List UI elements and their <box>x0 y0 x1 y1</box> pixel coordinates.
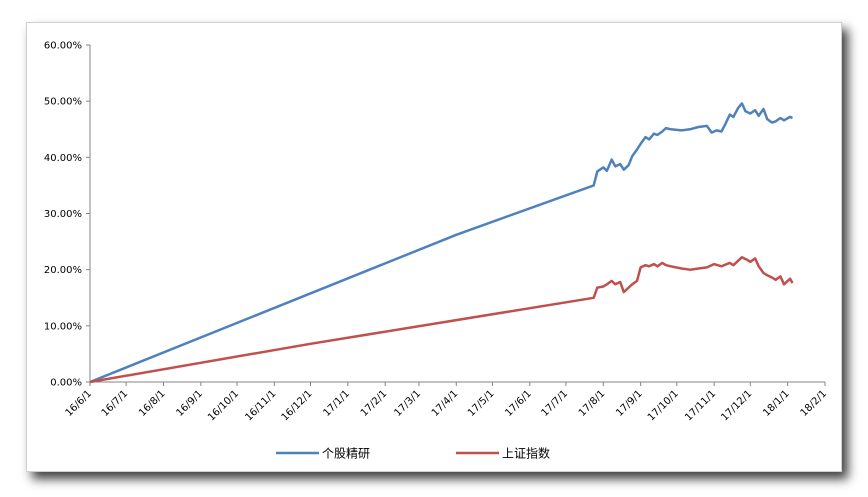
x-tick-label: 16/6/1 <box>64 388 95 419</box>
x-tick-label: 17/2/1 <box>359 388 390 419</box>
y-tick-label: 20.00% <box>44 265 82 276</box>
y-tick-label: 40.00% <box>44 153 82 164</box>
x-tick-label: 16/11/1 <box>243 388 278 423</box>
x-tick-label: 16/7/1 <box>100 388 131 419</box>
series-line-1 <box>89 102 794 384</box>
legend-label-1: 个股精研 <box>322 447 370 461</box>
x-tick-label: 17/3/1 <box>393 388 424 419</box>
x-tick-label: 18/1/1 <box>761 388 792 419</box>
chart-frame: 0.00% 10.00% 20.00% 30.00% 40.00% 50.00% 60.00… <box>26 22 842 472</box>
x-tick-label: 16/10/1 <box>206 388 241 423</box>
x-tick-label: 17/7/1 <box>540 388 571 419</box>
x-tick-label: 16/8/1 <box>137 388 168 419</box>
y-tick-label: 30.00% <box>44 209 82 220</box>
y-tick-label: 0.00% <box>50 378 82 389</box>
x-tick-label: 16/12/1 <box>280 388 315 423</box>
x-tick-label: 17/9/1 <box>614 388 645 419</box>
y-tick-label: 10.00% <box>44 321 82 332</box>
y-tick-label: 60.00% <box>44 41 82 52</box>
x-tick-label: 17/11/1 <box>683 388 718 423</box>
x-tick-label: 17/12/1 <box>719 388 754 423</box>
x-tick-label: 17/1/1 <box>321 388 352 419</box>
y-tick-label: 50.00% <box>44 97 82 108</box>
x-tick-label: 18/2/1 <box>799 388 830 419</box>
x-tick-label: 17/10/1 <box>646 388 681 423</box>
x-tick-label: 17/5/1 <box>466 388 497 419</box>
x-tick-label: 17/4/1 <box>430 388 461 419</box>
x-tick-label: 17/8/1 <box>577 388 608 419</box>
legend-label-2: 上证指数 <box>502 446 550 461</box>
x-tick-label: 17/6/1 <box>503 388 534 419</box>
line-chart: 0.00% 10.00% 20.00% 30.00% 40.00% 50.00% 60.00… <box>44 41 830 461</box>
series-line-2 <box>89 256 794 384</box>
x-tick-label: 16/9/1 <box>174 388 205 419</box>
